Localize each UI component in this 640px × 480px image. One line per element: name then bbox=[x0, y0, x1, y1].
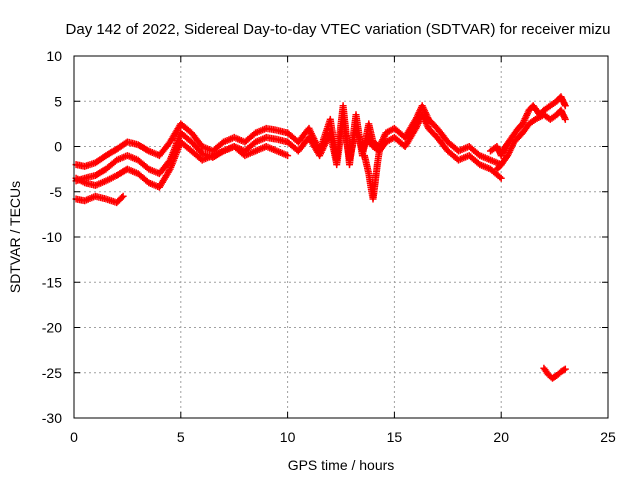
y-tick-label: 0 bbox=[54, 139, 62, 155]
y-tick-label: -25 bbox=[42, 365, 62, 381]
y-tick-label: -5 bbox=[50, 184, 63, 200]
x-tick-label: 5 bbox=[177, 429, 185, 445]
y-tick-label: 5 bbox=[54, 93, 62, 109]
data-series-track-9 bbox=[493, 106, 569, 173]
data-series-track-8 bbox=[487, 93, 569, 160]
chart-title: Day 142 of 2022, Sidereal Day-to-day VTE… bbox=[66, 21, 611, 38]
data-series-track-3 bbox=[72, 138, 292, 191]
series-group bbox=[72, 93, 569, 382]
data-series-track-10 bbox=[540, 364, 569, 382]
data-series-track-1 bbox=[72, 120, 292, 170]
grid bbox=[74, 56, 608, 418]
x-tick-label: 15 bbox=[387, 429, 403, 445]
y-tick-label: -30 bbox=[42, 410, 62, 426]
y-axis-label: SDTVAR / TECUs bbox=[7, 181, 23, 293]
axis-ticks: 0 5 10 15 20 25 10 5 0 -5 -10 -15 -20 -25 -30 bbox=[42, 48, 616, 445]
x-tick-label: 20 bbox=[493, 429, 509, 445]
data-series-track-6 bbox=[284, 111, 505, 182]
x-axis-label: GPS time / hours bbox=[288, 457, 395, 473]
data-series-track-7 bbox=[361, 147, 383, 203]
data-series-track-4 bbox=[72, 192, 127, 207]
x-tick-label: 10 bbox=[280, 429, 296, 445]
x-tick-label: 25 bbox=[600, 429, 616, 445]
x-tick-label: 0 bbox=[70, 429, 78, 445]
y-tick-label: -20 bbox=[42, 320, 62, 336]
y-tick-label: -15 bbox=[42, 274, 62, 290]
y-tick-label: 10 bbox=[46, 48, 62, 64]
y-tick-label: -10 bbox=[42, 229, 62, 245]
